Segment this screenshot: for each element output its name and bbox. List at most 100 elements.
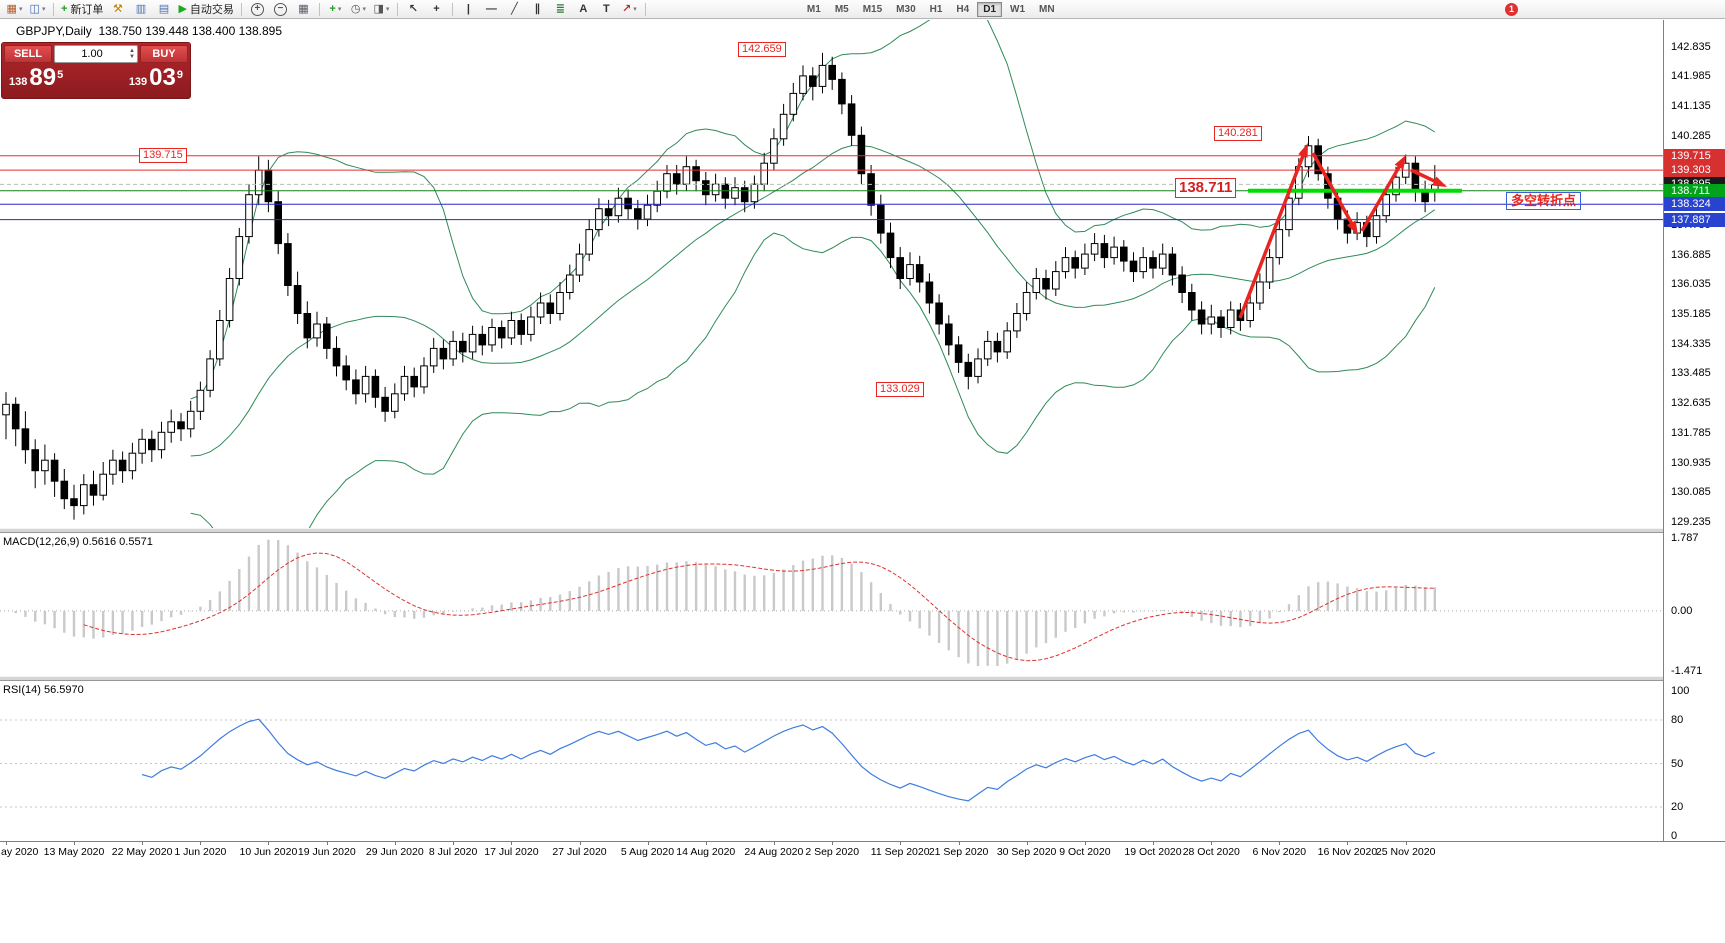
toolbar: ▦ ▾ ◫ ▾ + 新订单 ⚒ ▥ ▤ ▶ 自动交易 + − ▦ + ▾ ◷ ▾ ◨ ▾ ↖ + | — ╱ ∥ ≣ A T ↗ ▾ M1 M… bbox=[0, 0, 1725, 19]
date-tick bbox=[453, 842, 455, 845]
date-axis-label: 14 Aug 2020 bbox=[676, 846, 736, 858]
rsi-axis-label: 20 bbox=[1671, 801, 1684, 813]
timeframe-m1[interactable]: M1 bbox=[806, 3, 821, 15]
timeframe-group: M1 M5 M15 M30 H1 H4 D1 W1 MN bbox=[800, 1, 1062, 17]
macd-axis-label: -1.471 bbox=[1671, 665, 1703, 677]
date-tick bbox=[705, 842, 707, 845]
timeframe-h4[interactable]: H4 bbox=[956, 3, 970, 15]
date-axis-label: 22 May 2020 bbox=[111, 846, 173, 858]
timeframe-w1[interactable]: W1 bbox=[1010, 3, 1026, 15]
date-axis-label: 21 Sep 2020 bbox=[928, 846, 989, 858]
volume-value[interactable]: 1.00 bbox=[81, 48, 103, 60]
timeframe-d1[interactable]: D1 bbox=[977, 1, 1003, 17]
date-axis-label: 29 Jun 2020 bbox=[365, 846, 424, 858]
date-axis[interactable]: ay 2020 13 May 2020 22 May 2020 1 Jun 2020 1… bbox=[0, 841, 1725, 860]
autotrading-button[interactable]: ▶ 自动交易 bbox=[178, 2, 234, 16]
new-order-button[interactable]: + 新订单 bbox=[61, 2, 104, 16]
price-axis-label: 134.335 bbox=[1671, 337, 1711, 350]
date-axis-label: 1 Jun 2020 bbox=[174, 846, 227, 858]
horizontal-line-icon[interactable]: — bbox=[485, 2, 497, 15]
macd-indicator-label: MACD(12,26,9) 0.5616 0.5571 bbox=[3, 536, 153, 548]
macd-plot[interactable] bbox=[0, 533, 1663, 676]
label-icon[interactable]: T bbox=[603, 2, 610, 15]
date-tick bbox=[1279, 842, 1281, 845]
price-axis-label: 136.885 bbox=[1671, 248, 1711, 261]
price-axis-label: 136.035 bbox=[1671, 278, 1711, 291]
date-tick bbox=[142, 842, 144, 845]
panel-splitter[interactable] bbox=[0, 528, 1725, 533]
chart-annotation[interactable]: 多空转折点 bbox=[1506, 192, 1582, 210]
volume-input[interactable]: 1.00 ▲ ▼ bbox=[54, 45, 138, 63]
date-axis-label: 30 Sep 2020 bbox=[996, 846, 1057, 858]
chart-annotation[interactable]: 133.029 bbox=[876, 382, 924, 397]
price-axis-label: 141.985 bbox=[1671, 70, 1711, 83]
toolbar-icons: ▦ ▾ ◫ ▾ + 新订单 ⚒ ▥ ▤ ▶ 自动交易 + − ▦ + ▾ ◷ ▾ ◨ ▾ ↖ + | — ╱ ∥ ≣ A T ↗ ▾ bbox=[3, 0, 650, 18]
date-axis-label: 11 Sep 2020 bbox=[870, 846, 930, 858]
indicators-icon[interactable]: + ▾ bbox=[329, 2, 342, 15]
ask-price: 139 03 9 bbox=[128, 64, 183, 91]
zoom-out-icon[interactable]: − bbox=[269, 0, 292, 18]
periods-icon[interactable]: ◷ ▾ bbox=[350, 2, 366, 15]
main-chart-plot[interactable] bbox=[0, 20, 1663, 528]
metaeditor-icon[interactable]: ⚒ bbox=[113, 2, 123, 15]
price-axis[interactable]: 142.835141.985141.135140.285139.435138.5… bbox=[1663, 20, 1725, 842]
timeframe-h1[interactable]: H1 bbox=[929, 3, 943, 15]
crosshair-icon[interactable]: + bbox=[433, 2, 440, 15]
channel-icon[interactable]: ∥ bbox=[534, 2, 541, 15]
chart-annotation[interactable]: 140.281 bbox=[1214, 126, 1262, 141]
date-axis-label: 8 Jul 2020 bbox=[428, 846, 478, 858]
date-tick bbox=[511, 842, 513, 845]
trendline-icon[interactable]: ╱ bbox=[511, 2, 518, 15]
zoom-in-icon[interactable]: + bbox=[246, 0, 269, 18]
date-axis-label: 25 Nov 2020 bbox=[1375, 846, 1436, 858]
chart-annotation[interactable]: 139.715 bbox=[139, 148, 187, 163]
toolbar-separator bbox=[53, 2, 54, 16]
date-tick bbox=[1347, 842, 1349, 845]
arrows-icon[interactable]: ↗ ▾ bbox=[622, 2, 637, 15]
terminal-icon[interactable]: ▤ bbox=[158, 2, 170, 15]
notification-badge[interactable]: 1 bbox=[1505, 3, 1518, 16]
price-axis-label: 133.485 bbox=[1671, 367, 1711, 380]
timeframe-m30[interactable]: M30 bbox=[896, 3, 916, 15]
chart-annotation[interactable]: 138.711 bbox=[1175, 178, 1237, 198]
date-tick bbox=[647, 842, 649, 845]
rsi-axis-label: 100 bbox=[1671, 685, 1690, 697]
date-tick bbox=[394, 842, 396, 845]
sell-button[interactable]: SELL bbox=[4, 45, 52, 63]
cursor-icon[interactable]: ↖ bbox=[408, 2, 419, 15]
new-chart-icon[interactable]: ▦ ▾ bbox=[6, 2, 23, 15]
date-axis-label: 16 Nov 2020 bbox=[1317, 846, 1378, 858]
vertical-line-icon[interactable]: | bbox=[466, 2, 470, 15]
chart-annotation[interactable]: 142.659 bbox=[738, 42, 786, 57]
date-axis-label: ay 2020 bbox=[1, 846, 39, 858]
rsi-plot[interactable] bbox=[0, 681, 1663, 841]
text-icon[interactable]: A bbox=[579, 2, 588, 15]
macd-axis-label: 1.787 bbox=[1671, 532, 1699, 544]
date-axis-label: 27 Jul 2020 bbox=[552, 846, 607, 858]
price-tag: 138.324 bbox=[1664, 197, 1725, 212]
date-tick bbox=[1084, 842, 1086, 845]
ohlc-info: GBPJPY,Daily 138.750 139.448 138.400 138… bbox=[16, 24, 282, 38]
volume-spinner[interactable]: ▲ ▼ bbox=[129, 48, 135, 60]
price-axis-label: 132.635 bbox=[1671, 397, 1711, 410]
price-tag: 139.715 bbox=[1664, 148, 1725, 163]
fibonacci-icon[interactable]: ≣ bbox=[555, 2, 566, 15]
price-axis-label: 131.785 bbox=[1671, 426, 1711, 439]
date-axis-label: 9 Oct 2020 bbox=[1059, 846, 1111, 858]
bid-price: 138 89 5 bbox=[9, 64, 64, 91]
timeframe-m5[interactable]: M5 bbox=[834, 3, 849, 15]
toolbar-separator bbox=[240, 2, 242, 16]
one-click-trading-panel: SELL 1.00 ▲ ▼ BUY 138 89 5 139 03 9 bbox=[1, 42, 191, 99]
date-tick bbox=[958, 842, 960, 845]
buy-button[interactable]: BUY bbox=[140, 45, 188, 63]
timeframe-m15[interactable]: M15 bbox=[862, 3, 883, 15]
tile-windows-icon[interactable]: ▦ bbox=[298, 2, 309, 15]
timeframe-mn[interactable]: MN bbox=[1039, 3, 1055, 15]
date-tick bbox=[579, 842, 581, 845]
templates-icon[interactable]: ◨ ▾ bbox=[373, 2, 390, 15]
data-window-icon[interactable]: ▥ bbox=[135, 2, 147, 15]
profiles-icon[interactable]: ◫ ▾ bbox=[29, 2, 46, 15]
panel-splitter[interactable] bbox=[0, 676, 1725, 681]
toolbar-separator bbox=[396, 2, 398, 16]
